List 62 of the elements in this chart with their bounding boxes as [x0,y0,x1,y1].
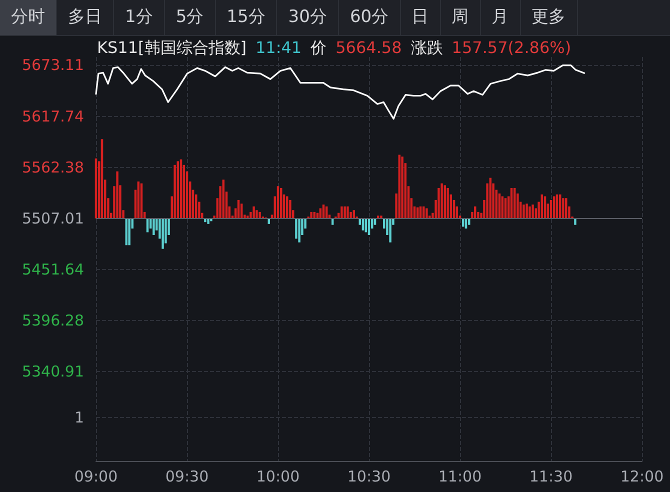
bar [522,204,525,218]
text: 价 [310,37,327,59]
text: 分时 [0,0,57,35]
bar [401,156,404,218]
bar [346,206,349,218]
text: 5664.58 [336,37,402,59]
text: 1分 [114,0,165,35]
bar [310,212,312,218]
text: 周 [440,0,481,35]
bar [174,164,176,218]
y-tick-label: 5340.91 [22,362,84,381]
bar [162,218,164,249]
bar [426,208,428,218]
bar [440,183,443,218]
x-tick-label: 11:00 [438,468,482,486]
y-tick-label: 5451.64 [22,260,84,278]
bar [526,204,528,218]
bar [128,218,130,246]
text: 30分 [277,0,339,35]
bar [562,198,564,218]
bar [207,218,210,224]
bar [116,171,118,218]
bar [152,218,155,236]
y-tick-label: 5396.28 [22,312,84,330]
text: 多日 [57,0,114,35]
bar [94,158,98,218]
bar [252,206,255,218]
y-tick-label: 5507.01 [22,209,84,228]
bar [258,212,261,218]
text: 更多 [520,0,578,35]
y-tick-label: 5617.74 [22,107,84,126]
x-tick-label: 12:00 [620,468,664,486]
bar [298,218,300,242]
bar [574,218,576,225]
bar [295,218,298,239]
x-tick-label: 11:30 [529,468,573,486]
text: 5分 [164,0,216,35]
bar [446,188,449,218]
bar [344,206,346,218]
bar [532,204,534,218]
chart-title: KS11[韩国综合指数] [97,37,246,59]
x-tick-label: 09:00 [74,468,118,486]
y-tick-label: 5673.11 [22,56,84,74]
bar [256,210,258,218]
text: 157.57(2.86%) [452,37,572,59]
x-tick-label: 10:00 [256,468,300,486]
line-series [95,64,586,120]
text: 60分 [338,0,401,35]
x-tick-label: 09:30 [165,468,209,486]
bar [340,206,343,218]
bar [389,218,392,242]
y-tick-label: 5562.38 [22,158,84,176]
text: 日 [400,0,441,35]
text: 11:41 [256,37,302,59]
bar [289,200,292,218]
text: 15分 [216,0,278,35]
bar [528,206,531,218]
text: 涨跌 [410,37,443,59]
text: 1 [74,408,84,427]
x-tick-label: 10:30 [347,468,391,486]
text: 月 [480,0,521,35]
bar [438,188,440,218]
